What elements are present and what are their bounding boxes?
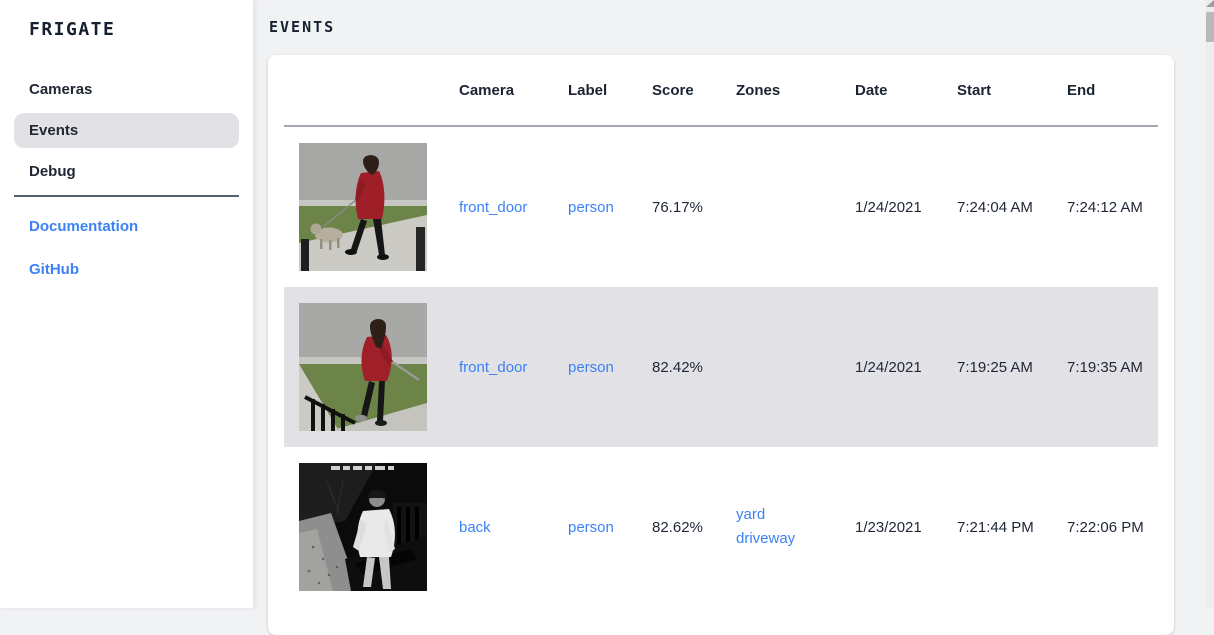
event-row[interactable]: front_door person 76.17% 1/24/2021 7:24:… — [284, 127, 1158, 287]
sidebar-item-events[interactable]: Events — [14, 113, 239, 148]
camera-cell: front_door — [459, 199, 568, 216]
end-value: 7:19:35 AM — [1067, 359, 1158, 376]
start-value: 7:24:04 AM — [957, 199, 1067, 216]
column-header-camera: Camera — [459, 82, 568, 99]
scrollbar-arrow-icon — [1206, 0, 1214, 7]
start-value: 7:19:25 AM — [957, 359, 1067, 376]
end-value: 7:24:12 AM — [1067, 199, 1158, 216]
date-value: 1/23/2021 — [855, 519, 957, 536]
sidebar-nav: Cameras Events Debug — [0, 72, 253, 189]
app-logo: FRIGATE — [0, 0, 253, 40]
zone-link-yard[interactable]: yard — [736, 503, 855, 527]
event-thumbnail-image[interactable] — [299, 143, 427, 271]
camera-cell: back — [459, 519, 568, 536]
sidebar-link-github[interactable]: GitHub — [14, 252, 239, 287]
camera-link[interactable]: back — [459, 519, 491, 536]
column-header-start: Start — [957, 82, 1067, 99]
label-cell: person — [568, 359, 652, 376]
column-header-end: End — [1067, 82, 1158, 99]
sidebar-link-documentation[interactable]: Documentation — [14, 209, 239, 244]
label-cell: person — [568, 519, 652, 536]
score-value: 82.62% — [652, 519, 736, 536]
start-value: 7:21:44 PM — [957, 519, 1067, 536]
sidebar: FRIGATE Cameras Events Debug Documentati… — [0, 0, 253, 608]
camera-link[interactable]: front_door — [459, 359, 527, 376]
date-value: 1/24/2021 — [855, 199, 957, 216]
main-content: EVENTS Camera Label Score Zones Date Sta… — [253, 0, 1206, 608]
column-header-zones: Zones — [736, 82, 855, 99]
score-value: 76.17% — [652, 199, 736, 216]
column-header-label: Label — [568, 82, 652, 99]
table-header-row: Camera Label Score Zones Date Start End — [284, 55, 1158, 127]
scrollbar-thumb[interactable] — [1206, 12, 1214, 42]
zones-cell: yard driveway — [736, 503, 855, 551]
sidebar-links: Documentation GitHub — [0, 209, 253, 287]
label-link[interactable]: person — [568, 199, 614, 216]
page-scrollbar[interactable] — [1206, 0, 1214, 608]
score-value: 82.42% — [652, 359, 736, 376]
page-title: EVENTS — [269, 18, 1191, 36]
event-thumbnail-cell — [284, 143, 459, 271]
sidebar-item-cameras[interactable]: Cameras — [14, 72, 239, 107]
label-link[interactable]: person — [568, 359, 614, 376]
event-row[interactable]: back person 82.62% yard driveway 1/23/20… — [284, 447, 1158, 607]
event-thumbnail-image[interactable] — [299, 463, 427, 591]
date-value: 1/24/2021 — [855, 359, 957, 376]
column-header-score: Score — [652, 82, 736, 99]
zone-link-driveway[interactable]: driveway — [736, 527, 855, 551]
camera-link[interactable]: front_door — [459, 199, 527, 216]
end-value: 7:22:06 PM — [1067, 519, 1158, 536]
event-thumbnail-cell — [284, 303, 459, 431]
column-header-date: Date — [855, 82, 957, 99]
events-card: Camera Label Score Zones Date Start End — [268, 55, 1174, 635]
label-cell: person — [568, 199, 652, 216]
label-link[interactable]: person — [568, 519, 614, 536]
event-thumbnail-cell — [284, 463, 459, 591]
sidebar-item-debug[interactable]: Debug — [14, 154, 239, 189]
sidebar-divider — [14, 195, 239, 197]
event-row-selected[interactable]: front_door person 82.42% 1/24/2021 7:19:… — [284, 287, 1158, 447]
camera-cell: front_door — [459, 359, 568, 376]
event-thumbnail-image[interactable] — [299, 303, 427, 431]
